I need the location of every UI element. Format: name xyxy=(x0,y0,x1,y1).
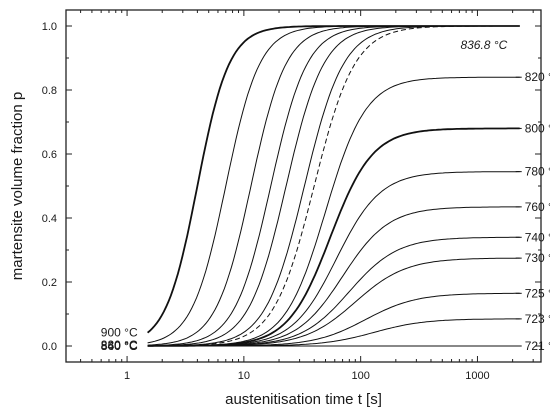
series-label: 800 °C xyxy=(525,121,550,135)
series-label: 760 °C xyxy=(525,200,550,214)
x-axis-title: austenitisation time t [s] xyxy=(225,391,382,408)
series-label: 860 °C xyxy=(101,339,138,353)
y-tick-label: 0.8 xyxy=(42,85,57,97)
series-label: 880 °C xyxy=(101,338,138,352)
y-axis-title: martensite volume fraction p xyxy=(9,92,26,280)
series-line xyxy=(147,257,520,347)
series-label: 721 °C xyxy=(525,339,550,353)
series-label: 725 °C xyxy=(525,286,550,300)
y-tick-label: 1.0 xyxy=(42,21,57,33)
series-line xyxy=(147,25,520,334)
x-tick-label: 1 xyxy=(124,370,130,382)
series-line xyxy=(147,236,520,347)
series-label: 723 °C xyxy=(525,312,550,326)
y-tick-label: 0.0 xyxy=(42,341,57,353)
series-line xyxy=(147,25,520,347)
y-tick-label: 0.6 xyxy=(42,149,57,161)
series-label: 900 °C xyxy=(101,326,138,340)
series-label: 740 °C xyxy=(525,230,550,244)
x-tick-label: 1000 xyxy=(465,370,489,382)
y-tick-label: 0.2 xyxy=(42,277,57,289)
series-line xyxy=(147,127,520,347)
plot-frame xyxy=(65,9,542,363)
y-tick-label: 0.4 xyxy=(42,213,57,225)
series-annotation: 836.8 °C xyxy=(460,38,507,52)
series-label: 820 °C xyxy=(525,70,550,84)
x-tick-label: 100 xyxy=(351,370,369,382)
series-line xyxy=(147,76,520,347)
series-label: 840 °C xyxy=(101,339,138,353)
x-tick-label: 10 xyxy=(238,370,250,382)
series-label: 730 °C xyxy=(525,251,550,265)
series-label: 780 °C xyxy=(525,165,550,179)
